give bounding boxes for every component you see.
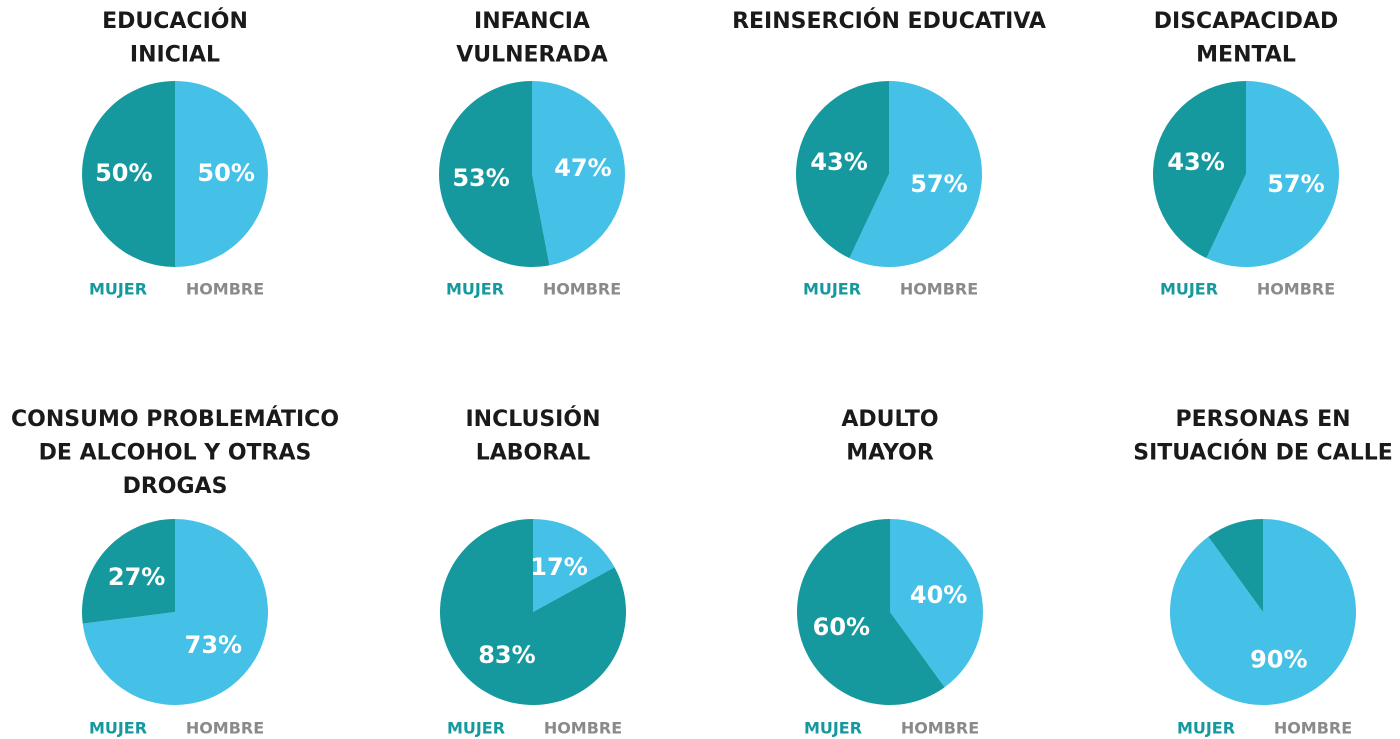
legend-label: HOMBRE xyxy=(186,280,264,299)
data-label: 40% xyxy=(910,581,967,609)
data-label: 50% xyxy=(197,159,254,187)
data-label: 57% xyxy=(1267,170,1324,198)
pie-slice xyxy=(796,519,945,706)
legend-label: MUJER xyxy=(446,280,504,299)
chart-title: LABORAL xyxy=(476,441,591,466)
data-label: 43% xyxy=(1167,148,1224,176)
data-label: 43% xyxy=(810,148,867,176)
data-label: 83% xyxy=(478,641,535,669)
chart-title: PERSONAS EN xyxy=(1175,407,1350,432)
chart-title: DROGAS xyxy=(123,474,228,499)
legend-label: MUJER xyxy=(89,280,147,299)
pie-slice xyxy=(532,81,625,266)
chart-title: REINSERCIÓN EDUCATIVA xyxy=(732,8,1046,34)
legend-label: MUJER xyxy=(1177,719,1235,738)
chart-title: VULNERADA xyxy=(456,43,608,68)
pie-slice xyxy=(1206,81,1339,267)
chart-title: CONSUMO PROBLEMÁTICO xyxy=(11,406,339,432)
chart-title: DISCAPACIDAD xyxy=(1154,9,1338,34)
pie-slice xyxy=(890,519,983,688)
pie-slice xyxy=(796,81,889,259)
legend-label: HOMBRE xyxy=(543,280,621,299)
pie-slice xyxy=(1208,519,1263,612)
pie-slice xyxy=(175,81,268,267)
pie-slice xyxy=(849,81,983,267)
legend-label: HOMBRE xyxy=(900,280,978,299)
legend-label: MUJER xyxy=(89,719,147,738)
legend-label: HOMBRE xyxy=(1274,719,1352,738)
data-label: 57% xyxy=(910,170,967,198)
pie-slice xyxy=(82,519,268,705)
data-label: 50% xyxy=(95,159,152,187)
legend-label: HOMBRE xyxy=(901,719,979,738)
legend-label: HOMBRE xyxy=(186,719,264,738)
legend-label: MUJER xyxy=(1160,280,1218,299)
chart-title: SITUACIÓN DE CALLE xyxy=(1133,440,1393,466)
chart-title: ADULTO xyxy=(841,407,938,432)
legend-label: HOMBRE xyxy=(544,719,622,738)
chart-title: INICIAL xyxy=(130,43,220,68)
legend-label: HOMBRE xyxy=(1257,280,1335,299)
data-label: 60% xyxy=(813,613,870,641)
chart-title: MENTAL xyxy=(1196,43,1296,68)
pie-slice xyxy=(81,519,175,624)
chart-title: INCLUSIÓN xyxy=(466,406,601,432)
data-label: 73% xyxy=(185,631,242,659)
data-label: 90% xyxy=(1250,646,1307,674)
data-label: 10% xyxy=(1135,537,1180,559)
legend-label: MUJER xyxy=(804,719,862,738)
data-label: 53% xyxy=(452,164,509,192)
pie-slice xyxy=(440,519,627,705)
data-label: 27% xyxy=(108,563,165,591)
data-label: 47% xyxy=(554,154,611,182)
chart-title: EDUCACIÓN xyxy=(102,8,248,34)
pie-slice xyxy=(1152,81,1246,259)
chart-title: MAYOR xyxy=(846,441,934,466)
chart-title: INFANCIA xyxy=(474,9,590,34)
legend-label: MUJER xyxy=(447,719,505,738)
data-label: 17% xyxy=(530,553,587,581)
pie-slice xyxy=(82,81,175,267)
chart-title: DE ALCOHOL Y OTRAS xyxy=(39,441,312,466)
legend-label: MUJER xyxy=(803,280,861,299)
pie-slice xyxy=(439,81,550,267)
pie-slice xyxy=(533,519,615,612)
